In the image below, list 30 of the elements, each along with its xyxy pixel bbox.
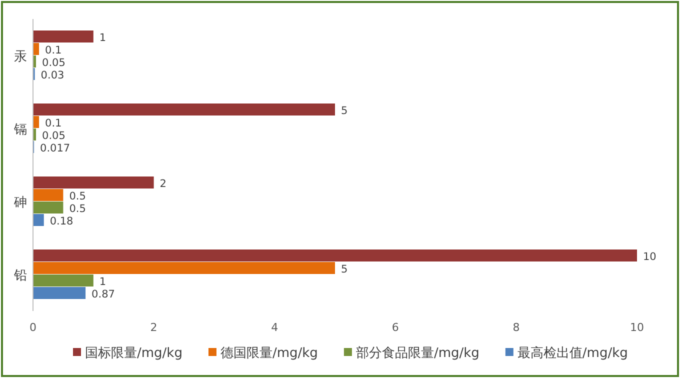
legend-label: 最高检出值/mg/kg — [517, 345, 628, 361]
data-label: 0.1 — [45, 117, 62, 130]
data-label: 0.87 — [92, 288, 115, 300]
data-label: 0.03 — [40, 69, 64, 82]
x-tick-label: 6 — [392, 321, 399, 334]
data-label: 0.05 — [42, 56, 66, 69]
data-label: 2 — [160, 178, 166, 190]
legend-label: 德国限量/mg/kg — [220, 346, 318, 361]
data-label: 1 — [99, 32, 106, 44]
y-tick-label: 镉 — [13, 122, 27, 138]
x-tick-label: 4 — [271, 321, 278, 334]
data-label: 10 — [643, 250, 656, 263]
data-label: 0.5 — [69, 190, 86, 202]
data-label: 5 — [341, 104, 348, 117]
data-label: 5 — [341, 263, 348, 276]
x-tick-label: 10 — [630, 321, 644, 334]
legend-label: 国标限量/mg/kg — [85, 346, 182, 361]
data-label: 0.18 — [50, 215, 74, 228]
x-tick-label: 2 — [150, 321, 158, 334]
data-label: 0.1 — [45, 44, 62, 56]
data-label: 1 — [99, 276, 106, 288]
y-tick-label: 铅 — [13, 268, 27, 284]
x-tick-label: 8 — [512, 321, 520, 334]
data-label: 0.05 — [42, 130, 66, 142]
legend-label: 部分食品限量/mg/kg — [356, 346, 480, 361]
data-label: 0.017 — [40, 142, 70, 154]
data-label: 0.5 — [69, 202, 86, 215]
x-tick-label: 0 — [30, 321, 36, 334]
y-tick-label: 砷 — [13, 196, 27, 210]
y-tick-label: 汞 — [14, 50, 27, 64]
